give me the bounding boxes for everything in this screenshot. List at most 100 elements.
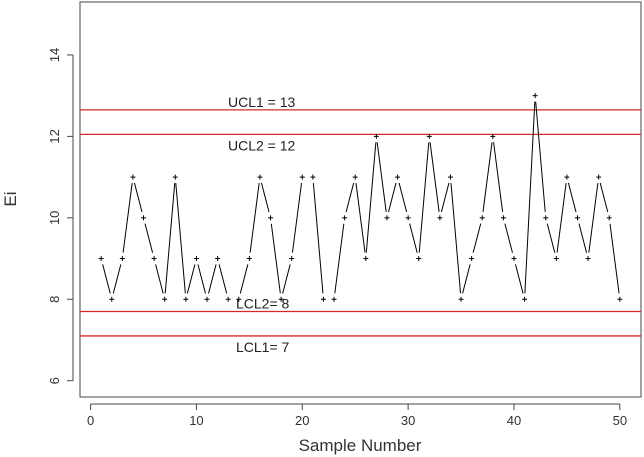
series-segment bbox=[515, 264, 524, 294]
data-point-marker bbox=[363, 256, 369, 262]
series-segment bbox=[376, 142, 387, 212]
data-point-marker bbox=[109, 296, 115, 302]
data-point-marker bbox=[183, 296, 189, 302]
series-segment bbox=[556, 182, 567, 253]
series-segment bbox=[493, 142, 504, 212]
series-segment bbox=[440, 182, 450, 213]
series-segment bbox=[164, 183, 176, 294]
series-segment bbox=[355, 182, 366, 253]
data-point-marker bbox=[479, 215, 485, 221]
series-segment bbox=[175, 183, 186, 294]
series-segment bbox=[208, 264, 217, 294]
limit-label: UCL2 = 12 bbox=[228, 137, 296, 153]
series-segment bbox=[102, 264, 111, 294]
data-point-marker bbox=[553, 256, 559, 262]
series-segment bbox=[429, 142, 440, 212]
data-point-marker bbox=[172, 174, 178, 180]
y-tick-label: 6 bbox=[47, 377, 62, 384]
data-point-marker bbox=[405, 215, 411, 221]
x-tick-label: 50 bbox=[613, 413, 627, 428]
series-segment bbox=[186, 264, 196, 294]
series-segment bbox=[334, 223, 345, 294]
data-point-marker bbox=[151, 256, 157, 262]
series-segment bbox=[133, 182, 143, 213]
data-point-marker bbox=[574, 215, 580, 221]
data-point-marker bbox=[278, 296, 284, 302]
series-segment bbox=[218, 264, 228, 294]
x-tick-label: 30 bbox=[401, 413, 415, 428]
data-point-marker bbox=[299, 174, 305, 180]
series-segment bbox=[312, 183, 324, 294]
series-segment bbox=[291, 182, 303, 253]
y-tick-label: 10 bbox=[47, 211, 62, 225]
data-point-marker bbox=[543, 215, 549, 221]
x-axis-title: Sample Number bbox=[299, 436, 422, 455]
series-segment bbox=[249, 182, 260, 253]
data-point-marker bbox=[426, 133, 432, 139]
series-segment bbox=[282, 264, 291, 294]
series-segment bbox=[546, 223, 556, 253]
series-segment bbox=[409, 223, 418, 253]
series-segment bbox=[588, 182, 599, 253]
data-point-marker bbox=[236, 296, 242, 302]
limit-label: LCL1= 7 bbox=[236, 339, 290, 355]
data-point-marker bbox=[458, 296, 464, 302]
y-tick-label: 8 bbox=[47, 296, 62, 303]
data-point-marker bbox=[606, 215, 612, 221]
data-point-marker bbox=[352, 174, 358, 180]
y-axis: 6 8 10 12 14 bbox=[47, 48, 74, 384]
series-segment bbox=[112, 264, 122, 294]
data-point-marker bbox=[585, 256, 591, 262]
data-point-marker bbox=[384, 215, 390, 221]
data-point-marker bbox=[331, 296, 337, 302]
limit-label: LCL2= 8 bbox=[236, 295, 290, 311]
y-axis-title: Ei bbox=[1, 191, 20, 206]
data-point-marker bbox=[204, 296, 210, 302]
data-point-marker bbox=[342, 215, 348, 221]
data-point-marker bbox=[500, 215, 506, 221]
data-point-marker bbox=[596, 174, 602, 180]
series-segment bbox=[482, 142, 493, 212]
data-point-marker bbox=[98, 256, 104, 262]
series-segment bbox=[365, 142, 377, 253]
x-tick-label: 0 bbox=[87, 413, 94, 428]
data-point-marker bbox=[532, 93, 538, 99]
x-tick-label: 10 bbox=[189, 413, 203, 428]
series-segment bbox=[270, 223, 281, 294]
data-point-marker bbox=[193, 256, 199, 262]
x-tick-label: 40 bbox=[507, 413, 521, 428]
data-point-marker bbox=[289, 256, 295, 262]
data-point-marker bbox=[395, 174, 401, 180]
series-segment bbox=[418, 142, 430, 253]
series-segment bbox=[144, 223, 154, 253]
series-segment bbox=[197, 264, 206, 294]
data-point-marker bbox=[373, 133, 379, 139]
data-point-marker bbox=[416, 256, 422, 262]
data-point-marker bbox=[320, 296, 326, 302]
data-point-marker bbox=[246, 256, 252, 262]
series-segment bbox=[122, 182, 133, 253]
series-segment bbox=[472, 223, 482, 253]
data-point-marker bbox=[257, 174, 263, 180]
data-point-marker bbox=[447, 174, 453, 180]
series-segment bbox=[345, 182, 355, 213]
data-point-marker bbox=[225, 296, 231, 302]
series-segment bbox=[450, 183, 462, 294]
y-tick-label: 14 bbox=[47, 48, 62, 62]
data-point-marker bbox=[522, 296, 528, 302]
limit-label: UCL1 = 13 bbox=[228, 94, 296, 110]
data-point-marker bbox=[490, 133, 496, 139]
data-point-marker bbox=[437, 215, 443, 221]
plot-frame bbox=[79, 1, 642, 398]
data-point-marker bbox=[162, 296, 168, 302]
data-point-marker bbox=[511, 256, 517, 262]
x-axis: 0 10 20 30 40 50 bbox=[87, 403, 627, 428]
series-segment bbox=[462, 264, 471, 294]
series-segment bbox=[398, 182, 408, 213]
data-point-marker bbox=[268, 215, 274, 221]
x-tick-label: 20 bbox=[295, 413, 309, 428]
data-point-marker bbox=[564, 174, 570, 180]
series-segment bbox=[387, 182, 397, 213]
